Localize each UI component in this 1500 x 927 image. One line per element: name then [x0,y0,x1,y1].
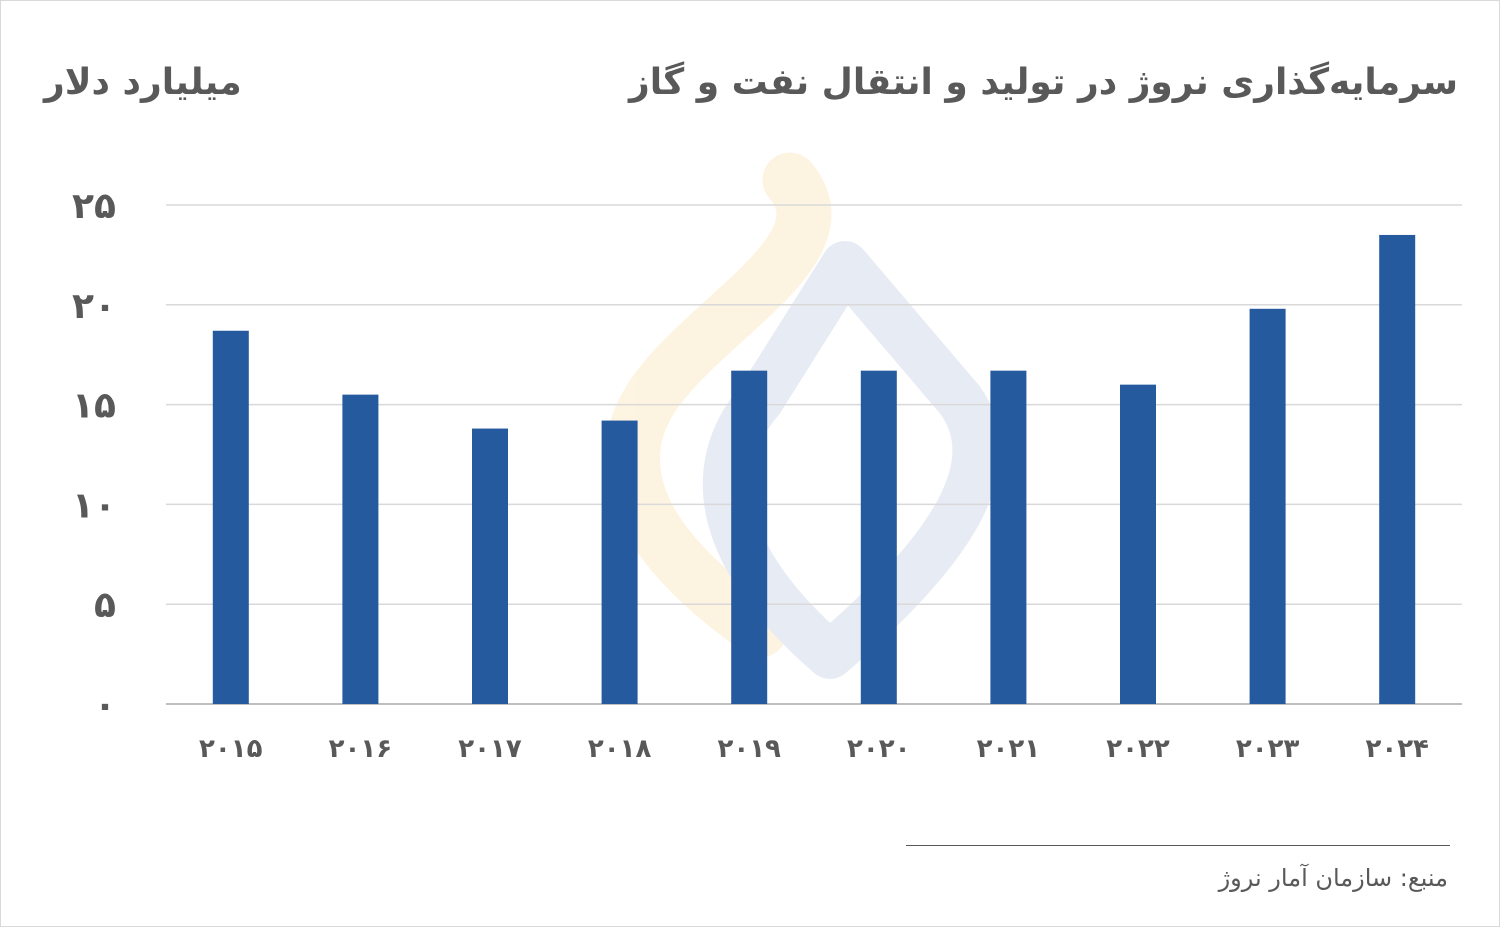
source-divider [906,845,1450,846]
watermark-flame-shape [604,152,832,658]
chart-title: سرمایه‌گذاری نروژ در تولید و انتقال نفت … [628,62,1458,103]
x-tick-label: ۲۰۲۰ [847,734,910,764]
x-tick-label: ۲۰۱۶ [329,734,392,764]
watermark-logo [604,152,1001,679]
watermark-drop-shape [702,241,1001,679]
bar [342,394,379,704]
x-tick-label: ۲۰۱۹ [717,734,781,764]
bar [1379,234,1416,704]
bar [860,370,897,704]
bar [212,330,249,704]
x-tick-label: ۲۰۲۲ [1106,734,1170,764]
y-tick-label: ۱۰ [72,485,116,526]
y-axis-unit-label: میلیارد دلار [44,62,242,103]
x-tick-label: ۲۰۱۵ [199,734,263,764]
bar [1249,308,1286,704]
y-tick-label: ۰ [94,685,116,726]
y-tick-label: ۲۰ [72,286,116,327]
x-tick-label: ۲۰۲۴ [1365,734,1428,764]
y-tick-label: ۵ [94,585,116,626]
source-note: منبع: سازمان آمار نروژ [1218,864,1448,892]
bar [601,420,638,704]
x-tick-label: ۲۰۱۸ [588,734,652,764]
bar [1120,384,1156,704]
x-tick-label: ۲۰۲۱ [977,734,1040,764]
y-tick-label: ۱۵ [72,386,116,427]
bar [731,370,768,704]
x-tick-label: ۲۰۲۳ [1236,734,1300,764]
y-tick-label: ۲۵ [72,186,116,227]
bar [990,370,1027,704]
bar [472,428,508,704]
x-tick-label: ۲۰۱۷ [458,734,522,764]
